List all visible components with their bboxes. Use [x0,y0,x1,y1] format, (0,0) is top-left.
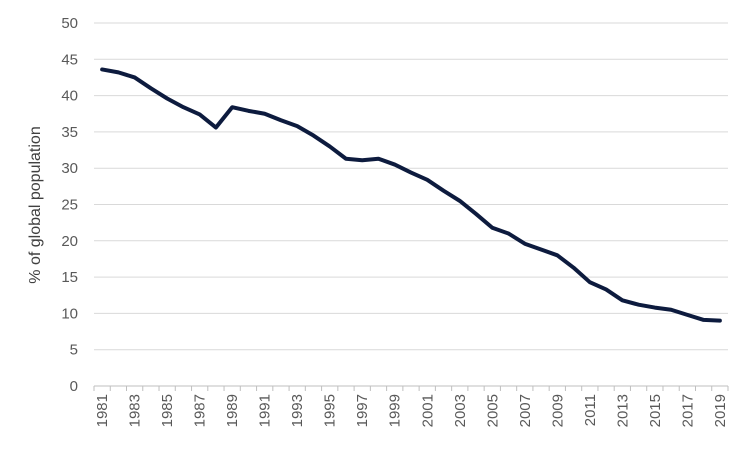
x-tick-label: 2015 [647,394,664,427]
y-tick-label: 20 [61,233,78,250]
x-tick-label: 2003 [452,394,469,427]
y-tick-label: 30 [61,160,78,177]
y-tick-label: 35 [61,124,78,141]
x-tick-label: 1987 [192,394,209,427]
x-tick-label: 2009 [549,394,566,427]
x-axis: 1981 1983 1985 1987 1989 1991 1993 1995 1997 1999… [93,385,729,427]
series-line [100,67,722,323]
y-tick-label: 5 [70,342,78,359]
x-tick-label: 1989 [224,394,241,427]
x-tick-label: 1985 [159,394,176,427]
y-tick-label: 50 [61,15,78,32]
y-tick-labels: 0 5 10 15 20 25 30 35 40 45 50 [61,15,78,395]
y-tick-label: 10 [61,305,78,322]
x-tick-label: 2001 [419,394,436,427]
x-tick-label: 2019 [712,394,729,427]
x-tick-label: 1993 [289,394,306,427]
y-tick-label: 45 [61,51,78,68]
y-tick-label: 40 [61,88,78,105]
x-tick-label: 1995 [322,394,339,427]
x-tick-label: 2011 [582,394,599,426]
y-tick-label: 25 [61,197,78,214]
series-lines [100,67,722,323]
y-tick-label: 0 [70,378,78,395]
x-tick-label: 1983 [127,394,144,427]
x-tick-label: 2013 [614,394,631,427]
x-tick-label: 2005 [484,394,501,427]
gridlines [94,22,728,351]
y-tick-label: 15 [61,269,78,286]
x-tick-label: 2017 [679,394,696,427]
x-tick-label: 1997 [354,394,371,427]
x-tick-label: 1981 [94,394,111,427]
y-axis-title: % of global population [27,126,44,283]
x-tick-label: 1999 [387,394,404,427]
x-tick-label: 2007 [517,394,534,427]
x-tick-label: 1991 [257,394,274,427]
